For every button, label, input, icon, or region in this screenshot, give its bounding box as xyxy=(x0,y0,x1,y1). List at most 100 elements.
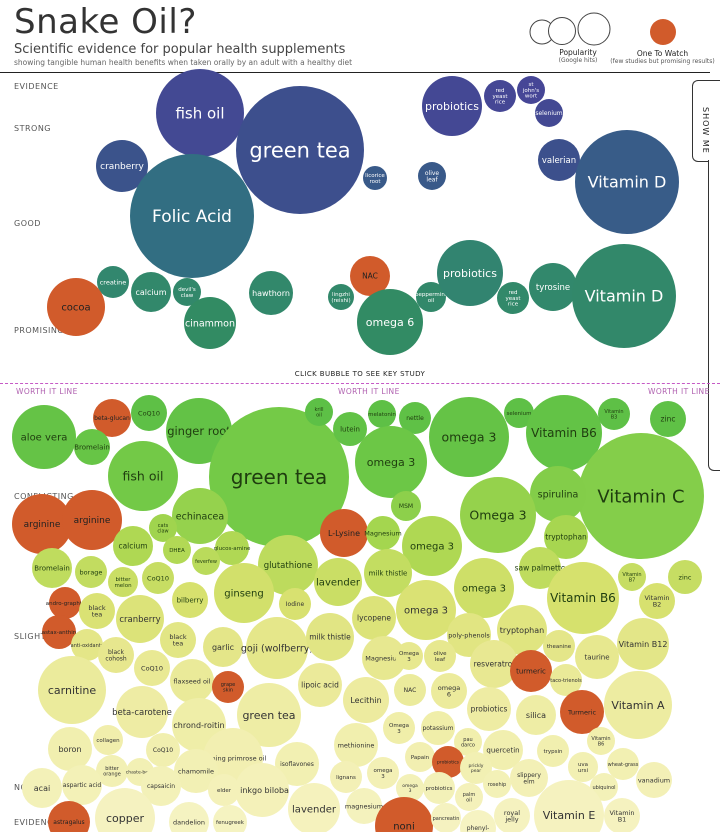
bubble-circle[interactable] xyxy=(494,798,530,832)
bubble-circle[interactable] xyxy=(650,401,686,437)
bubble-circle[interactable] xyxy=(396,774,424,802)
bubble-probiotics[interactable]: probiotics xyxy=(437,240,503,306)
bubble-circle[interactable] xyxy=(214,563,274,623)
bubble-circle[interactable] xyxy=(12,405,76,469)
bubble-circle[interactable] xyxy=(399,402,431,434)
bubble-astax-anthin[interactable]: astax-anthin xyxy=(42,615,77,649)
bubble-astragalus[interactable]: astragalus xyxy=(48,801,90,832)
bubble-selenium[interactable]: selenium xyxy=(535,99,563,127)
bubble-bilberry[interactable]: bilberry xyxy=(172,582,208,618)
bubble-circle[interactable] xyxy=(429,397,509,477)
bubble-circle[interactable] xyxy=(454,728,482,756)
bubble-circle[interactable] xyxy=(604,671,672,739)
bubble-circle[interactable] xyxy=(422,76,482,136)
bubble-coq10[interactable]: CoQ10 xyxy=(146,733,180,767)
bubble-circle[interactable] xyxy=(96,755,128,787)
bubble-probiotics[interactable]: probiotics xyxy=(423,772,455,804)
bubble-omega-3[interactable]: omega 3 xyxy=(429,397,509,477)
bubble-circle[interactable] xyxy=(367,757,399,789)
bubble-echinacea[interactable]: echinacea xyxy=(172,488,228,544)
bubble-circle[interactable] xyxy=(483,730,523,770)
filter-panel-edge[interactable] xyxy=(708,160,720,471)
bubble-circle[interactable] xyxy=(237,683,301,747)
bubble-circle[interactable] xyxy=(279,588,311,620)
bubble-circle[interactable] xyxy=(62,490,122,550)
bubble-phenyl-[interactable]: phenyl- xyxy=(460,810,496,832)
bubble-cranberry[interactable]: cranberry xyxy=(96,140,148,192)
bubble-circle[interactable] xyxy=(184,297,236,349)
bubble-circle[interactable] xyxy=(93,725,123,755)
bubble-vitamin-b6[interactable]: Vitamin B6 xyxy=(547,562,619,634)
bubble-circle[interactable] xyxy=(192,547,220,575)
bubble-circle[interactable] xyxy=(405,742,435,772)
bubble-aspartic-acid[interactable]: aspartic acid xyxy=(62,765,102,805)
bubble-circle[interactable] xyxy=(363,166,387,190)
bubble-circle[interactable] xyxy=(163,536,191,564)
bubble-nac[interactable]: NAC xyxy=(394,674,426,706)
bubble-omega-3[interactable]: omega 3 xyxy=(454,558,514,618)
bubble-circle[interactable] xyxy=(587,727,615,755)
bubble-magnesium[interactable]: Magnesium xyxy=(364,516,402,550)
bubble-omega-3[interactable]: omega 3 xyxy=(396,580,456,640)
bubble-circle[interactable] xyxy=(320,509,368,557)
bubble-chamomile[interactable]: chamomile xyxy=(174,749,218,793)
bubble-circle[interactable] xyxy=(497,282,529,314)
bubble-rosehip[interactable]: rosehip xyxy=(483,770,511,798)
bubble-msm[interactable]: MSM xyxy=(391,491,421,521)
bubble-circle[interactable] xyxy=(617,618,669,670)
bubble-circle[interactable] xyxy=(355,426,427,498)
bubble-circle[interactable] xyxy=(467,687,511,731)
bubble-circle[interactable] xyxy=(547,562,619,634)
bubble-circle[interactable] xyxy=(306,613,354,661)
bubble-glucos-amine[interactable]: glucos-amine xyxy=(214,531,251,565)
bubble-copper[interactable]: copper xyxy=(95,788,155,832)
bubble-circle[interactable] xyxy=(575,130,679,234)
bubble-circle[interactable] xyxy=(530,466,586,522)
bubble-circle[interactable] xyxy=(95,788,155,832)
bubble-lipoic-acid[interactable]: lipoic acid xyxy=(298,663,342,707)
bubble-pancreatin[interactable]: pancreatin xyxy=(431,803,461,832)
bubble-aloe-vera[interactable]: aloe vera xyxy=(12,405,76,469)
bubble-cocoa[interactable]: cocoa xyxy=(47,278,105,336)
bubble-circle[interactable] xyxy=(537,735,569,767)
bubble-flaxseed-oil[interactable]: flaxseed oil xyxy=(170,659,214,703)
bubble-lycopene[interactable]: lycopene xyxy=(352,596,396,640)
bubble-turmeric[interactable]: turmeric xyxy=(510,650,552,692)
bubble-circle[interactable] xyxy=(424,640,456,672)
bubble-resveratrol[interactable]: resveratrol xyxy=(470,640,518,688)
bubble-circle[interactable] xyxy=(497,605,547,655)
bubble-circle[interactable] xyxy=(383,712,415,744)
bubble-taurine[interactable]: taurine xyxy=(575,635,619,679)
bubble-circle[interactable] xyxy=(48,801,90,832)
bubble-circle[interactable] xyxy=(22,768,62,808)
bubble-dandelion[interactable]: dandelion xyxy=(169,802,209,832)
bubble-goji-wolfberry-[interactable]: goji (wolfberry) xyxy=(241,617,313,679)
bubble-silica[interactable]: silica xyxy=(516,695,556,735)
bubble-boron[interactable]: boron xyxy=(48,727,92,771)
bubble-circle[interactable] xyxy=(235,763,289,817)
bubble-circle[interactable] xyxy=(454,558,514,618)
bubble-circle[interactable] xyxy=(108,441,178,511)
bubble-circle[interactable] xyxy=(174,749,218,793)
bubble-circle[interactable] xyxy=(108,567,138,597)
bubble-circle[interactable] xyxy=(362,636,406,680)
bubble-omega-3[interactable]: omega 3 xyxy=(402,516,462,576)
bubble-circle[interactable] xyxy=(330,761,362,793)
bubble-vitamin-d[interactable]: Vitamin D xyxy=(575,130,679,234)
bubble-circle[interactable] xyxy=(258,535,318,595)
bubble-circle[interactable] xyxy=(375,797,433,832)
bubble-circle[interactable] xyxy=(504,398,534,428)
